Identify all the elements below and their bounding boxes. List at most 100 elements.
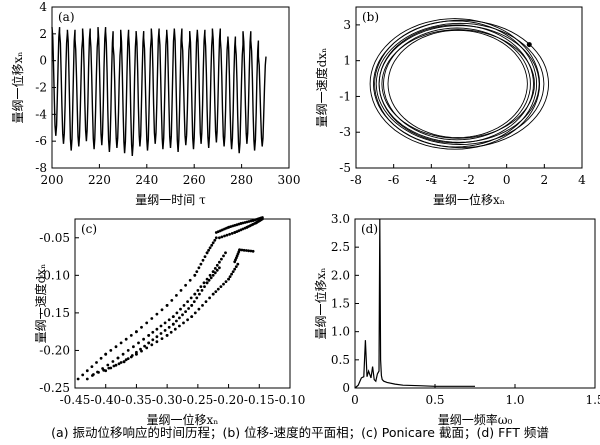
x-tick-label: -0.20	[213, 393, 244, 407]
y-tick-label: 2	[39, 27, 47, 41]
poincare-point	[214, 236, 218, 240]
poincare-point	[241, 221, 245, 225]
panel-label: (c)	[81, 222, 97, 236]
plot-frame	[354, 218, 596, 389]
panel-b-phase-plane: -8 -6 -4 -2 0 2 4 3 1 -1 -3 -5 (b) 量纲一位移xₙ 量纲一速度dxₙ	[314, 6, 586, 207]
y-tick-label: 3.0	[331, 212, 350, 226]
poincare-point	[229, 225, 233, 229]
y-tick-label: -0.15	[39, 306, 70, 320]
poincare-point	[132, 345, 135, 349]
x-axis-label: 量纲一位移xₙ	[433, 192, 505, 207]
poincare-point	[236, 262, 240, 266]
poincare-point	[165, 304, 169, 307]
panel-label: (a)	[58, 10, 75, 24]
x-tick-label: 1.0	[505, 393, 524, 407]
poincare-point	[114, 363, 118, 367]
poincare-point	[205, 251, 209, 255]
x-tick-label: 240	[135, 173, 158, 187]
y-tick-label: 1.0	[331, 325, 350, 339]
series-line-spectrum	[354, 218, 475, 389]
poincare-point	[201, 304, 204, 307]
poincare-point	[233, 224, 237, 227]
poincare-point	[109, 366, 113, 370]
y-tick-label: -1	[339, 89, 351, 103]
x-tick-label: -0.30	[152, 393, 183, 407]
poincare-point	[242, 248, 246, 252]
poincare-point	[151, 338, 155, 342]
poincare-point	[160, 308, 164, 312]
poincare-point	[171, 315, 175, 318]
poincare-point	[208, 246, 212, 250]
poincare-point	[169, 330, 173, 334]
poincare-point	[95, 361, 98, 364]
poincare-point	[247, 249, 251, 253]
y-tick-label: -0.25	[39, 381, 70, 395]
y-tick-label: 2.5	[331, 240, 350, 254]
poincare-point	[249, 249, 253, 253]
y-tick-label: -0.05	[39, 231, 70, 245]
poincare-point	[251, 249, 255, 253]
poincare-point	[167, 325, 171, 329]
y-tick-label: 2.0	[331, 268, 350, 282]
y-tick-label: -0.20	[39, 343, 70, 357]
poincare-point	[211, 273, 215, 277]
poincare-point	[204, 300, 208, 303]
poincare-point	[109, 349, 113, 352]
poincare-point	[188, 278, 192, 282]
x-tick-label: 280	[230, 173, 253, 187]
poincare-point	[165, 334, 169, 337]
poincare-point	[135, 352, 138, 356]
poincare-point	[197, 307, 201, 311]
poincare-point	[223, 234, 226, 238]
poincare-point	[150, 343, 154, 347]
poincare-point	[178, 324, 181, 328]
poincare-point	[97, 371, 100, 374]
poincare-point	[189, 296, 193, 300]
poincare-point	[225, 226, 228, 230]
poincare-point	[155, 327, 159, 331]
x-tick-label: 4	[578, 173, 586, 187]
poincare-point	[167, 318, 171, 322]
x-tick-label: -4	[425, 173, 437, 187]
poincare-point	[218, 260, 221, 264]
poincare-point	[184, 310, 188, 313]
figure-caption: (a) 振动位移响应的时间历程；(b) 位移-速度的平面相；(c) Ponica…	[51, 425, 549, 440]
poincare-point	[111, 360, 115, 363]
poincare-point	[193, 292, 197, 296]
poincare-point	[187, 307, 191, 310]
poincare-point	[85, 377, 89, 381]
poincare-point	[214, 290, 218, 293]
x-axis-label: 量纲一频率ω₀	[438, 412, 513, 427]
poincare-point	[213, 267, 217, 270]
orbit-marker	[526, 42, 532, 48]
panel-a-time-history: 200 220 240 260 280 300 4 2 0 -2 -4 -6 -8 (a) 量纲一时间 τ 量…	[10, 0, 300, 207]
poincare-point	[213, 238, 217, 242]
poincare-point	[207, 278, 211, 282]
poincare-point	[234, 265, 238, 268]
poincare-point	[231, 270, 235, 273]
orbit-loop	[369, 18, 541, 150]
poincare-point	[218, 266, 221, 270]
poincare-point	[104, 369, 108, 373]
poincare-point	[219, 285, 223, 288]
poincare-point	[210, 243, 214, 247]
x-tick-label: 200	[41, 173, 64, 187]
poincare-point	[119, 361, 123, 364]
x-axis-label: 量纲一位移xₙ	[147, 412, 219, 427]
poincare-point	[240, 248, 244, 252]
poincare-point	[143, 344, 147, 348]
poincare-point	[119, 341, 123, 345]
x-tick-label: -0.15	[244, 393, 275, 407]
poincare-point	[163, 329, 167, 332]
poincare-point	[220, 235, 224, 239]
poincare-point	[198, 292, 201, 296]
poincare-point	[225, 233, 229, 237]
y-axis-label: 量纲一位移xₙ	[313, 268, 328, 340]
y-tick-label: -6	[35, 134, 47, 148]
y-tick-label: 0	[39, 54, 47, 68]
poincare-point	[211, 241, 215, 245]
x-tick-label: -0.25	[182, 393, 213, 407]
x-tick-label: 1.5	[585, 393, 600, 407]
y-axis-label: 量纲一速度dxₙ	[33, 264, 48, 344]
poincare-point	[203, 285, 206, 288]
